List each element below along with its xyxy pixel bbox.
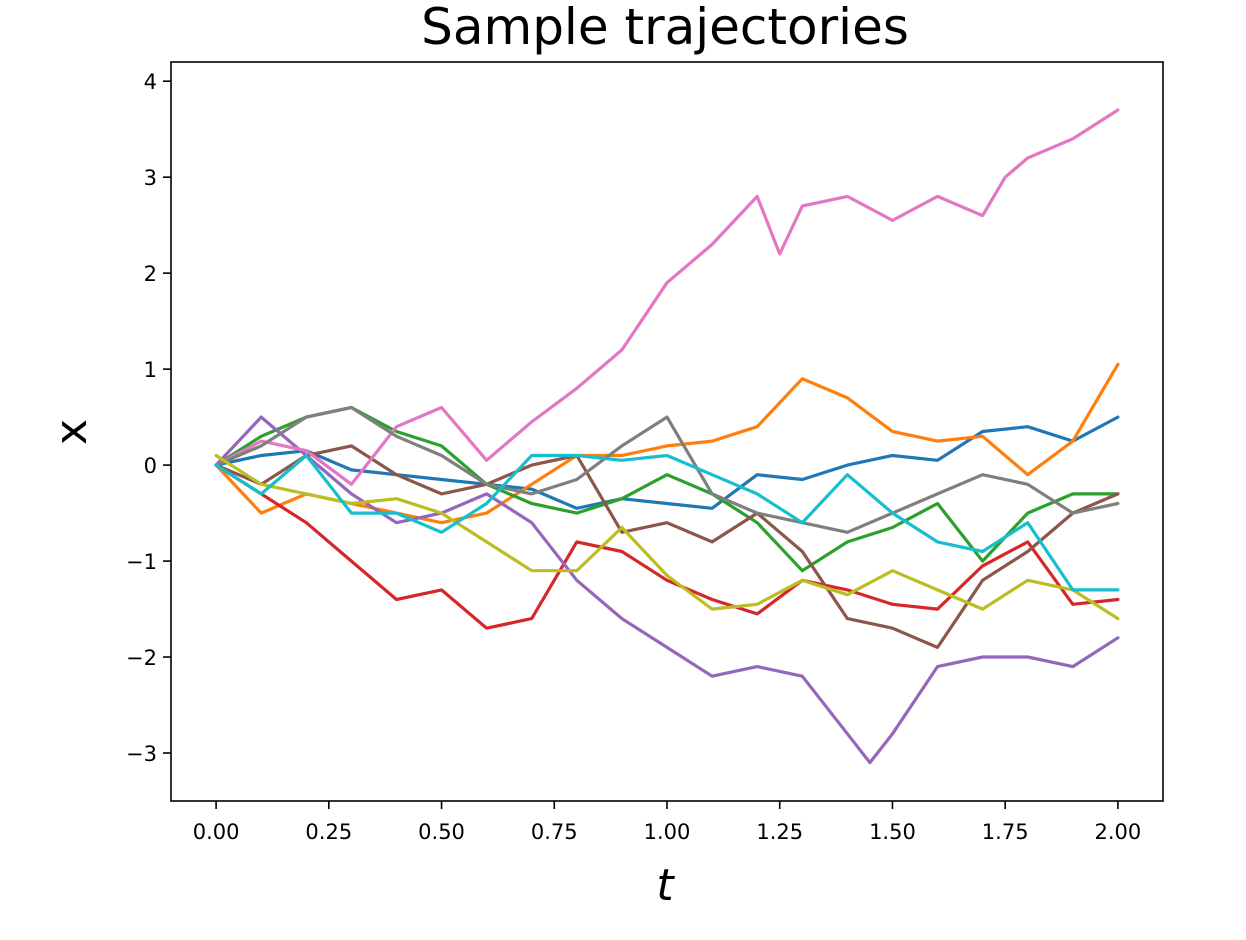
- series-line-9: [214, 453, 1120, 621]
- y-tick-label: −3: [126, 742, 157, 766]
- plot-frame: [170, 61, 1164, 802]
- series-line-7: [214, 108, 1120, 486]
- y-tick-label: −2: [126, 646, 157, 670]
- x-axis-label: t: [656, 860, 675, 911]
- x-tick-label: 0.25: [305, 820, 352, 844]
- x-tick-label: 1.25: [756, 820, 803, 844]
- x-tick-label: 0.00: [193, 820, 240, 844]
- x-tick-label: 0.50: [418, 820, 465, 844]
- y-tick-label: 1: [144, 358, 157, 382]
- series-line-2: [214, 362, 1120, 525]
- y-tick-label: 2: [144, 262, 157, 286]
- x-tick-label: 0.75: [531, 820, 578, 844]
- y-tick-label: −1: [126, 550, 157, 574]
- x-tick-label: 1.75: [982, 820, 1029, 844]
- x-axis: 0.00 0.25 0.50 0.75 1.00 1.25 1.50 1.75 2.00: [193, 801, 1142, 844]
- series-line-10: [214, 453, 1120, 592]
- series-layer: [214, 108, 1120, 765]
- y-axis: −3 −2 −1 0 1 2 3 4: [126, 70, 171, 766]
- series-line-1: [214, 415, 1120, 510]
- y-tick-label: 0: [144, 454, 157, 478]
- series-line-5: [214, 415, 1120, 765]
- series-line-8: [214, 405, 1120, 534]
- y-tick-label: 4: [144, 70, 157, 94]
- x-tick-label: 1.50: [869, 820, 916, 844]
- x-tick-label: 2.00: [1095, 820, 1142, 844]
- y-tick-label: 3: [144, 166, 157, 190]
- x-tick-label: 1.00: [644, 820, 691, 844]
- series-line-4: [214, 463, 1120, 630]
- y-axis-label: x: [46, 419, 97, 445]
- chart-title: Sample trajectories: [421, 0, 909, 56]
